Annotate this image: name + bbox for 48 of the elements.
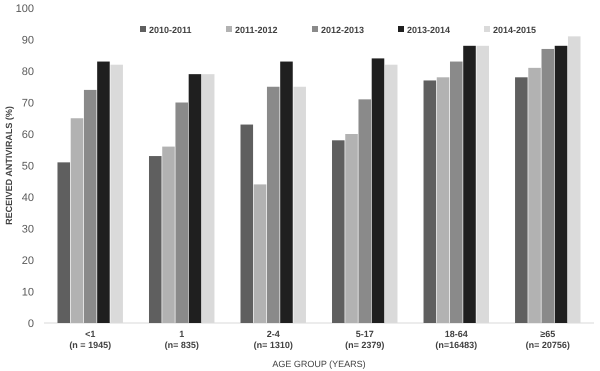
x-tick-label: 1 (n= 835) [164,329,199,350]
x-tick-label: 5-17 (n= 2379) [345,329,384,350]
legend-label: 2013-2014 [407,24,450,35]
bar [554,46,568,323]
y-tick-label: 30 [22,223,34,236]
bar [97,62,110,323]
bar [148,156,162,323]
bar [424,80,436,323]
x-tick-label: 2-4 (n= 1310) [254,329,293,350]
y-tick-label: 80 [22,66,34,78]
bar [254,184,266,323]
legend-label: 2014-2015 [493,24,536,35]
bar [84,90,96,323]
y-axis-title: RECEIVED ANTIVIRALS (%) [4,106,14,225]
y-tick-label: 20 [22,254,34,267]
bar [436,77,450,323]
x-axis-title: AGE GROUP (YEARS) [272,359,366,369]
y-tick-label: 40 [22,192,34,204]
bar [450,62,463,323]
bar [240,124,254,323]
y-tick-label: 0 [28,318,34,330]
bar [345,134,358,323]
x-tick-label: <1 (n = 1945) [69,329,112,350]
y-tick-label: 100 [16,2,34,15]
bar [266,86,280,323]
y-tick-label: 90 [22,34,34,46]
y-tick-label: 70 [22,97,34,110]
legend-label: 2011-2012 [235,24,278,35]
bar [332,140,345,323]
bar [280,62,293,323]
legend-label: 2010-2011 [149,24,192,35]
bar [372,58,384,323]
y-tick-label: 50 [22,160,34,172]
bar [542,48,554,323]
x-tick-label: 18-64 (n=16483) [435,329,478,350]
bar [57,162,70,323]
bar [162,146,175,323]
y-tick-label: 60 [22,128,34,141]
bar [358,99,372,323]
x-tick-label: ≥65 (n= 20756) [526,329,570,350]
y-tick-label: 10 [22,286,34,298]
bar [70,118,84,323]
bar [515,77,528,323]
bar [175,102,188,323]
bar [528,68,541,323]
legend-label: 2012-2013 [321,24,364,35]
bar [463,46,476,323]
bar [188,74,202,323]
